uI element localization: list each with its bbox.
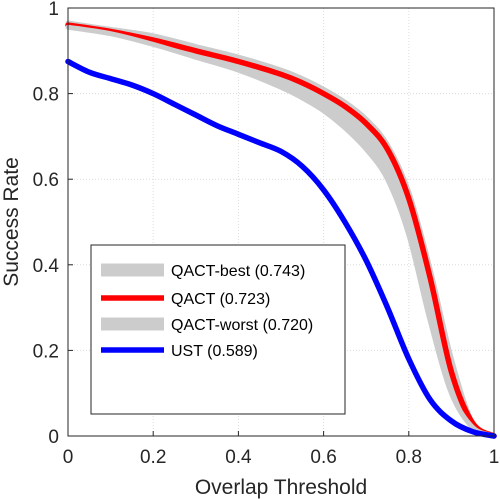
y-tick-label: 0 xyxy=(48,427,59,448)
y-tick-label: 0.4 xyxy=(33,256,60,277)
y-tick-label: 1 xyxy=(48,0,59,20)
x-tick-label: 0.6 xyxy=(310,447,336,468)
legend-label-3: UST (0.589) xyxy=(171,343,258,360)
x-axis-label: Overlap Threshold xyxy=(195,476,367,499)
legend-label-2: QACT-worst (0.720) xyxy=(171,317,313,334)
legend-label-1: QACT (0.723) xyxy=(171,291,270,308)
series-lines xyxy=(65,20,497,439)
x-tick-label: 0 xyxy=(63,447,74,468)
axis-ticks: 0 0.2 0.4 0.6 0.8 1 0 0.2 0.4 0.6 0.8 1 xyxy=(33,0,500,468)
legend: QACT-best (0.743) QACT (0.723) QACT-worst … xyxy=(90,244,346,415)
y-tick-label: 0.2 xyxy=(33,341,59,362)
series-line-1 xyxy=(65,22,497,439)
axes-box xyxy=(67,7,495,437)
y-tick-label: 0.8 xyxy=(33,85,59,106)
x-tick-label: 0.8 xyxy=(396,447,422,468)
series-line-3 xyxy=(65,58,497,439)
x-tick-label: 0.4 xyxy=(225,447,252,468)
series-line-2 xyxy=(65,24,497,439)
legend-label-0: QACT-best (0.743) xyxy=(171,263,305,280)
x-tick-label: 0.2 xyxy=(140,447,166,468)
y-tick-label: 0.6 xyxy=(33,170,59,191)
y-axis-label: Success Rate xyxy=(0,157,23,287)
x-tick-label: 1 xyxy=(489,447,500,468)
